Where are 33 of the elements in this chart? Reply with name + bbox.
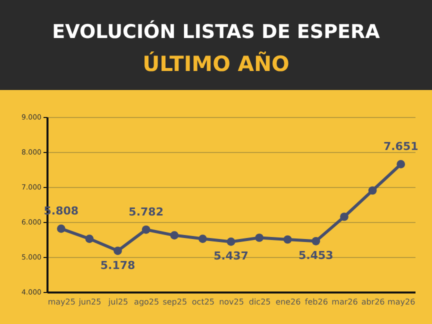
x-tick-label: dic25 xyxy=(248,298,271,306)
point xyxy=(85,234,94,243)
x-tick-label: may26 xyxy=(388,298,416,306)
x-tick-label: abr26 xyxy=(361,298,385,306)
point xyxy=(312,236,320,246)
point xyxy=(114,246,122,255)
x-tick-label: jul25 xyxy=(107,298,128,306)
point xyxy=(340,212,348,221)
point xyxy=(226,238,236,246)
point xyxy=(170,231,179,240)
point xyxy=(283,235,292,244)
data-label: 5.437 xyxy=(214,250,248,263)
x-tick-label: feb26 xyxy=(304,298,328,306)
chart-title: EVOLUCIÓN LISTAS DE ESPERA xyxy=(52,20,380,43)
data-label: 5.782 xyxy=(128,206,164,219)
data-label: 5.453 xyxy=(298,249,334,262)
data-label: 5.178 xyxy=(100,258,136,272)
point xyxy=(198,234,207,243)
point xyxy=(368,186,377,195)
x-tick-label: oct25 xyxy=(192,298,214,306)
chart-subtitle: ÚLTIMO AÑO xyxy=(142,51,290,76)
x-tick-label: ene26 xyxy=(276,298,301,306)
point xyxy=(255,234,264,242)
point xyxy=(396,160,406,168)
x-tick-label: ago25 xyxy=(134,298,160,306)
x-tick-label: sep25 xyxy=(162,298,188,306)
data-label: 7.651 xyxy=(383,140,418,154)
x-tick-label: nov25 xyxy=(219,298,244,306)
point xyxy=(142,225,150,234)
x-tick-label: mar26 xyxy=(332,298,358,306)
x-tick-label: may25 xyxy=(48,298,76,306)
x-tick-label: jun25 xyxy=(78,298,102,306)
point xyxy=(56,224,66,233)
